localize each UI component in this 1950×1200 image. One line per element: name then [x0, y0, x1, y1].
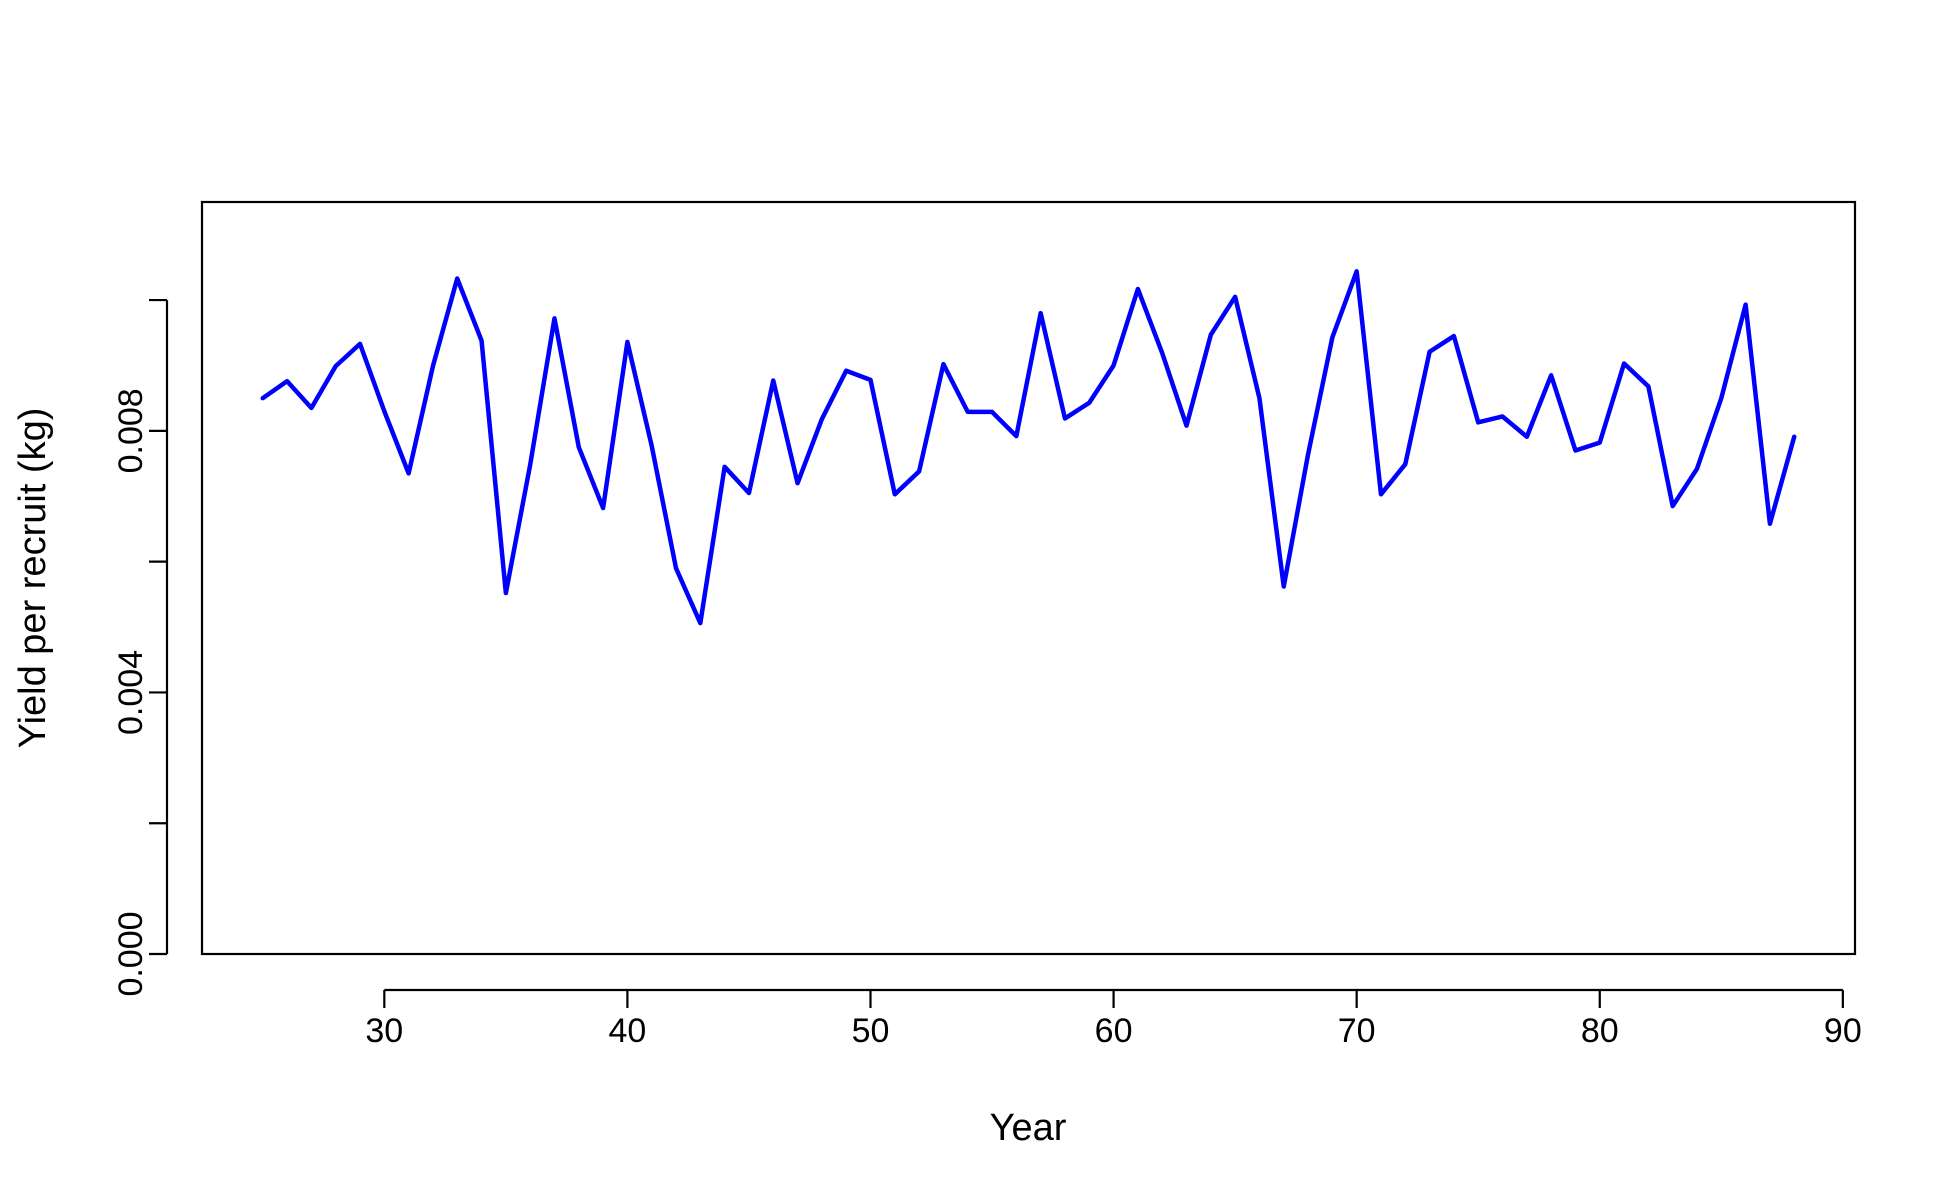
y-tick-label: 0.000	[112, 911, 150, 996]
x-axis-title: Year	[990, 1107, 1067, 1149]
y-axis-title: Yield per recruit (kg)	[12, 408, 54, 749]
y-tick-label: 0.004	[112, 650, 150, 735]
y-axis: 0.000 0.004 0.008	[112, 298, 169, 997]
x-tick-label: 60	[1095, 1012, 1133, 1050]
x-tick-label: 80	[1581, 1012, 1619, 1050]
x-tick-label: 50	[852, 1012, 890, 1050]
x-tick-label: 90	[1824, 1012, 1862, 1050]
x-axis: 30 40 50 60 70 80 90	[365, 988, 1862, 1050]
series-layer	[260, 269, 1797, 626]
plot-area-box	[200, 200, 1857, 956]
x-tick-label: 40	[608, 1012, 646, 1050]
series-line	[260, 269, 1797, 626]
x-tick-label: 70	[1338, 1012, 1376, 1050]
x-tick-label: 30	[365, 1012, 403, 1050]
y-tick-label: 0.008	[112, 388, 150, 473]
